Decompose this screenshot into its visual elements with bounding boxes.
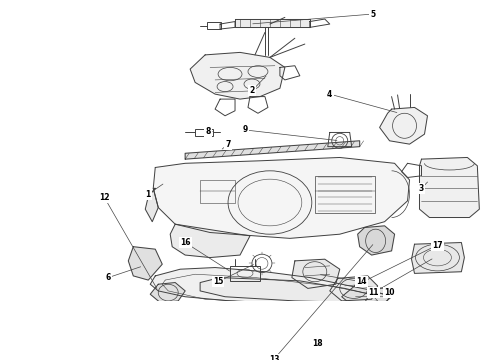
Polygon shape [235,19,310,27]
Polygon shape [419,157,479,217]
Text: 13: 13 [269,355,279,360]
Polygon shape [170,224,250,257]
Polygon shape [380,107,427,144]
Text: 5: 5 [370,9,375,18]
Text: 17: 17 [432,240,443,249]
Polygon shape [358,226,394,255]
Text: 11: 11 [368,288,379,297]
Polygon shape [128,247,162,280]
Polygon shape [153,157,410,238]
Text: 12: 12 [99,193,110,202]
Text: 16: 16 [180,238,191,247]
Bar [315,176,375,213]
Text: 15: 15 [213,277,223,286]
Text: 3: 3 [419,184,424,193]
Text: 14: 14 [356,277,367,286]
Polygon shape [190,53,285,99]
Text: 10: 10 [384,288,395,297]
Polygon shape [412,243,465,273]
Text: 1: 1 [146,190,151,199]
Polygon shape [330,276,378,301]
Text: 9: 9 [243,125,247,134]
Text: 8: 8 [205,127,211,136]
Text: 6: 6 [106,273,111,282]
Polygon shape [292,259,340,288]
Polygon shape [150,267,390,307]
Polygon shape [185,141,360,159]
Polygon shape [200,278,369,302]
Bar [230,266,260,281]
Bar [200,180,235,203]
Bar [195,129,213,136]
Polygon shape [145,188,158,222]
Text: 7: 7 [225,140,231,149]
Polygon shape [150,283,185,302]
Text: 2: 2 [249,86,255,95]
Text: 18: 18 [313,339,323,348]
Polygon shape [200,305,350,338]
Polygon shape [342,286,392,305]
Bar [207,22,221,29]
Text: 4: 4 [327,90,332,99]
